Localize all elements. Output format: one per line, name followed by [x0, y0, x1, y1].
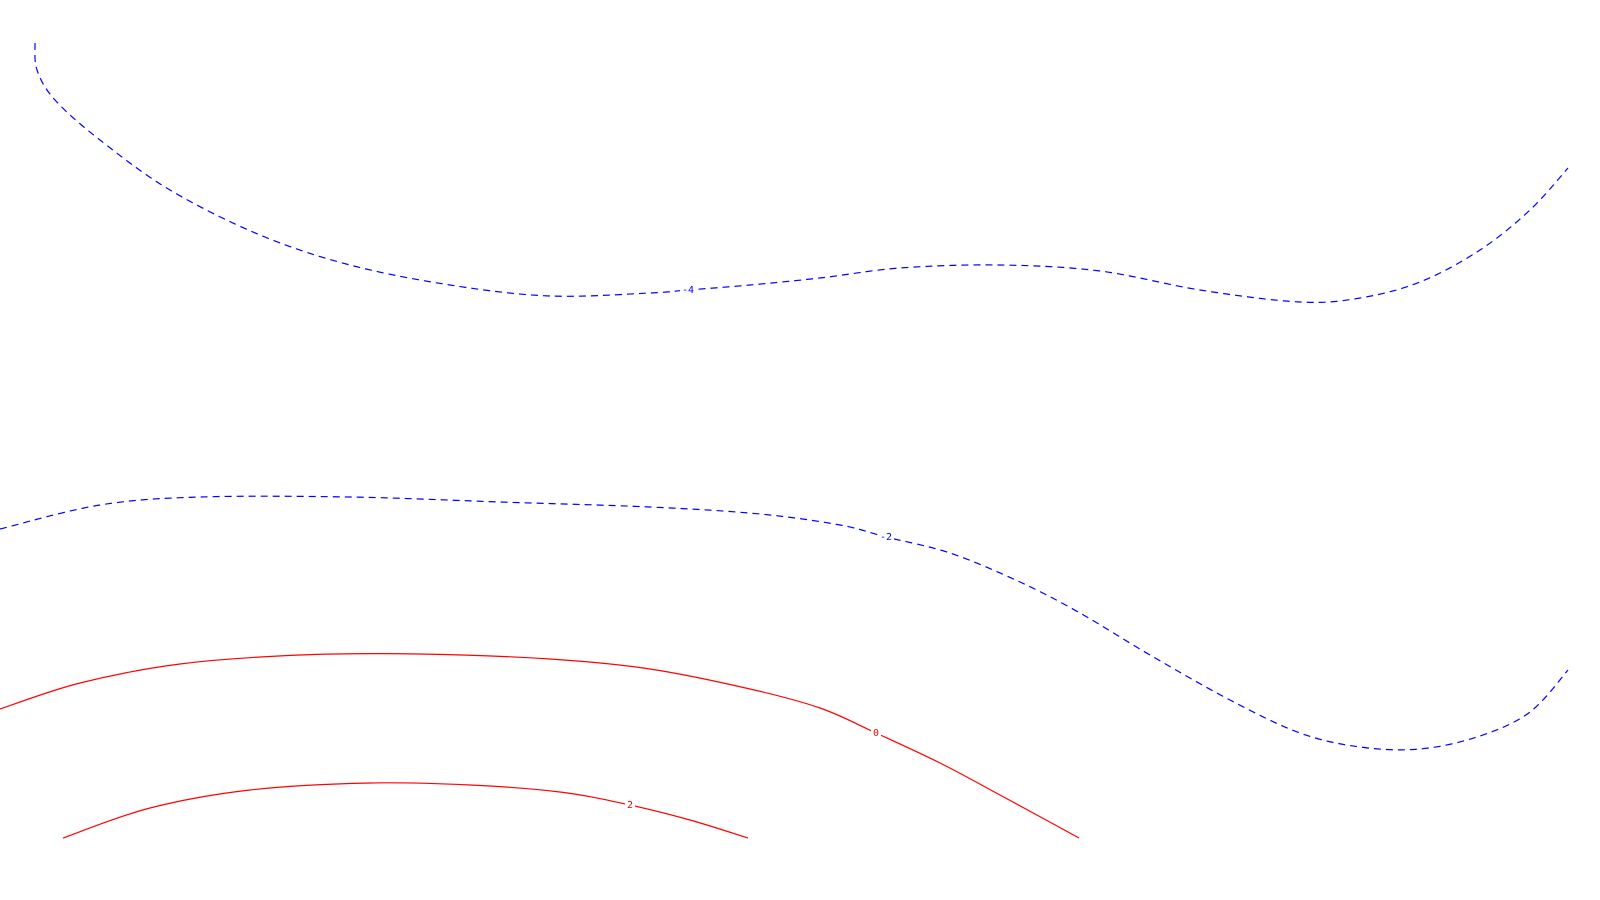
contour-label: -2 [880, 532, 892, 543]
contour-label-bg [878, 531, 894, 543]
contour-line-neg4 [34, 42, 1569, 303]
contour-label: -4 [682, 285, 694, 296]
contour-line-neg2 [0, 495, 1569, 751]
contour-label-bg [680, 284, 696, 296]
contour-line-2 [62, 782, 749, 839]
contour-label: 0 [873, 728, 879, 739]
contour-label-bg [871, 727, 881, 739]
contour-label-bg [625, 799, 635, 811]
contour-label: 2 [627, 800, 633, 811]
contour-line-0 [0, 652, 1080, 839]
